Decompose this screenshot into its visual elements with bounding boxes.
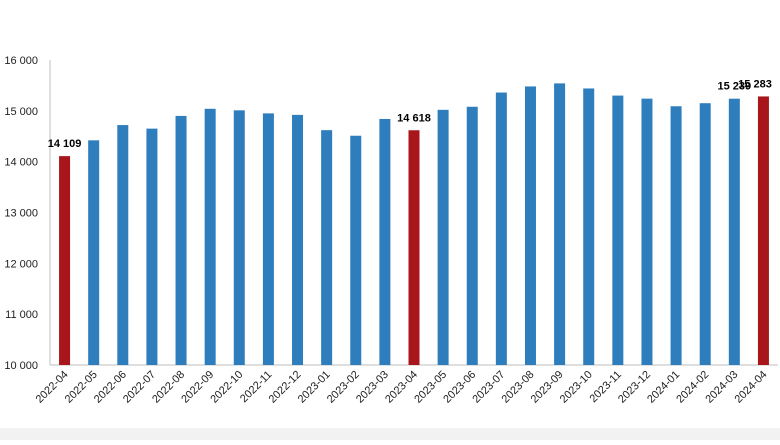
bar-2023-11 [612,95,624,365]
bar-2023-03 [379,118,391,365]
data-label-2023-04: 14 618 [397,112,431,124]
bar-2023-09 [554,83,566,365]
y-tick-label: 16 000 [4,55,38,67]
bar-2023-10 [583,88,595,365]
bar-2024-04 [757,96,769,365]
bar-2022-12 [292,114,304,366]
bar-2023-12 [641,98,653,365]
y-tick-label: 14 000 [4,157,38,169]
bar-2023-07 [495,92,507,366]
y-tick-label: 12 000 [4,258,38,270]
x-tick-label: 2022-10 [208,369,245,406]
bar-2023-01 [321,130,333,365]
bar-2023-06 [466,106,478,366]
bar-2024-02 [699,103,711,365]
y-tick-label: 10 000 [4,360,38,372]
data-label-2022-04: 14 109 [48,138,82,150]
bar-2022-08 [175,115,187,366]
bar-2022-04 [59,156,71,365]
y-tick-label: 11 000 [5,309,38,321]
x-tick-label: 2024-04 [733,369,770,406]
bar-2024-03 [728,98,740,365]
bar-2022-06 [117,125,129,365]
data-label-2024-03: 15 239 [717,81,751,93]
footer-band [0,428,780,440]
x-tick-label: 2023-10 [558,369,595,406]
bar-2022-07 [146,128,158,365]
bar-2023-08 [524,86,536,365]
bar-2023-04 [408,130,420,365]
bar-2022-10 [233,110,245,365]
bar-2022-05 [88,140,100,365]
y-tick-label: 15 000 [4,106,38,118]
bar-2023-02 [350,135,362,365]
y-tick-label: 13 000 [4,208,38,220]
bar-2024-01 [670,106,682,365]
bar-2023-05 [437,109,449,365]
bar-2022-11 [262,113,274,365]
bar-2022-09 [204,108,216,366]
data-label-2024-04: 15 283 [738,78,772,90]
